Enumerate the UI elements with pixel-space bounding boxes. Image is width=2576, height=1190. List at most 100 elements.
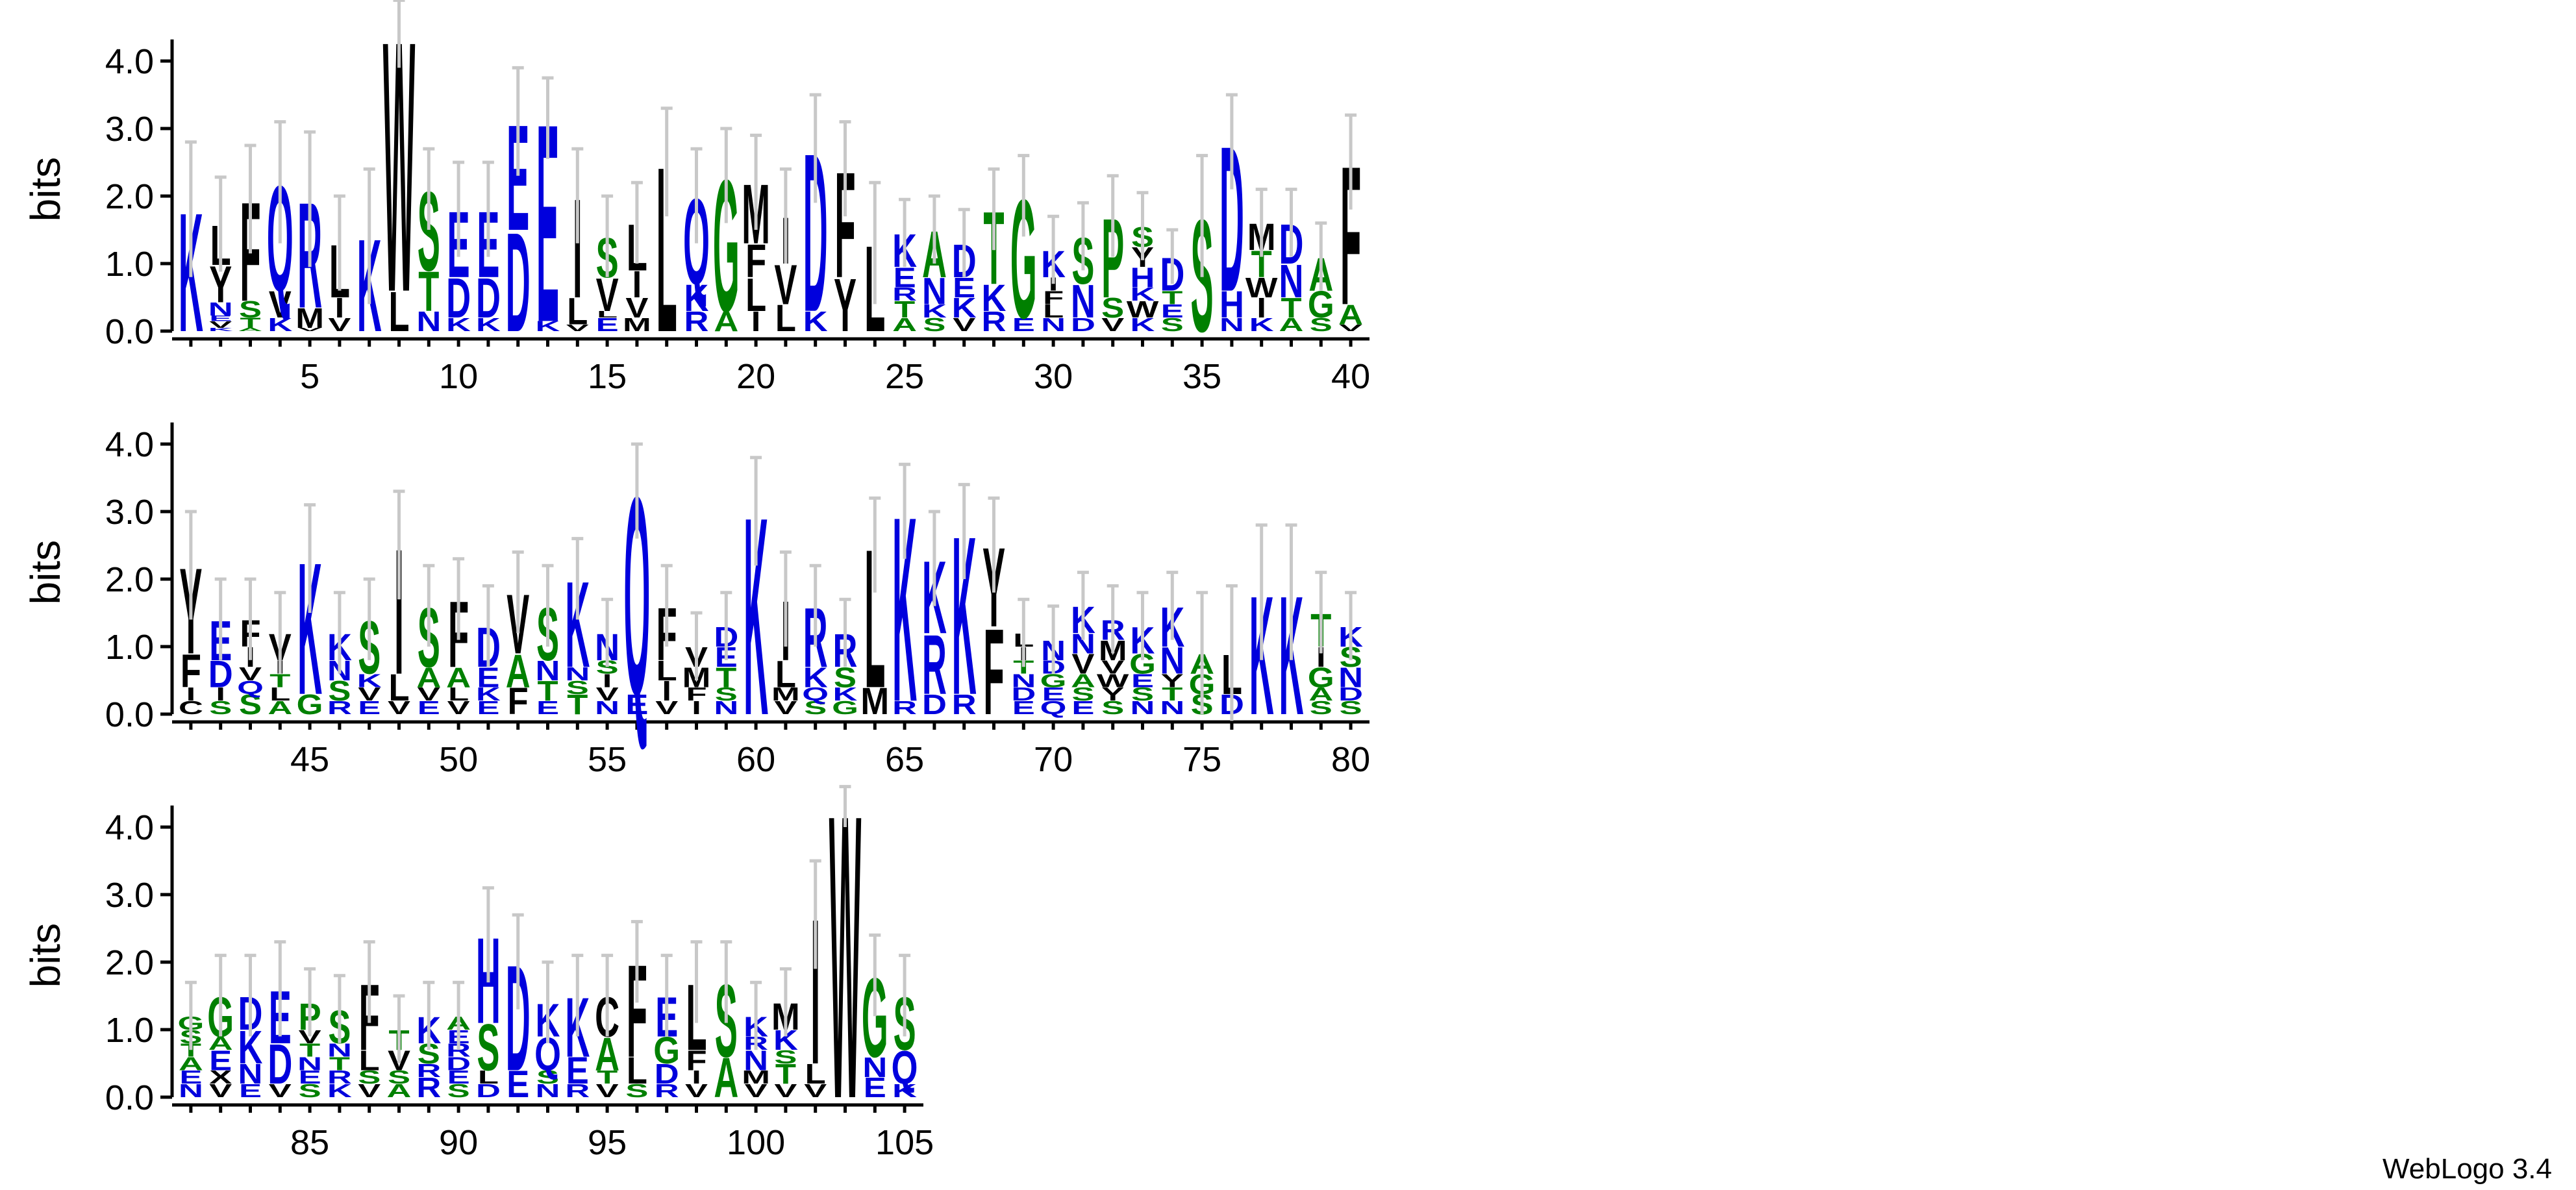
error-bar <box>453 160 465 257</box>
error-bar <box>571 954 584 1037</box>
residue-letter: T <box>240 315 261 330</box>
residue-letter: S <box>834 662 857 694</box>
position-stack: ML <box>860 496 889 730</box>
error-bar <box>660 954 673 1037</box>
residue-letter: D <box>446 267 471 330</box>
residue-letter: N <box>1279 256 1304 308</box>
error-bar <box>214 954 227 1037</box>
residue-letter: K <box>327 1080 352 1101</box>
residue-letter: S <box>566 677 589 698</box>
residue-letter: G <box>297 689 323 721</box>
residue-letter: D <box>655 1058 679 1090</box>
residue-letter: A <box>506 645 531 697</box>
y-tick-label: 3.0 <box>105 493 154 532</box>
residue-letter: K <box>536 318 560 334</box>
error-bar <box>660 564 673 647</box>
position-stack: ENG <box>862 933 888 1104</box>
residue-letter: N <box>416 306 441 338</box>
y-tick-label: 3.0 <box>105 876 154 915</box>
residue-letter: K <box>803 662 828 694</box>
residue-letter: N <box>922 270 947 312</box>
residue-letter: R <box>952 689 977 721</box>
residue-letter: S <box>328 675 351 707</box>
residue-letter: E <box>299 1067 321 1087</box>
error-bar <box>779 550 792 647</box>
residue-letter: I <box>394 512 404 712</box>
residue-letter: D <box>476 267 501 330</box>
residue-letter: Q <box>802 684 829 704</box>
residue-letter: V <box>209 319 232 330</box>
residue-letter: S <box>1131 684 1154 704</box>
residue-letter: N <box>1071 276 1095 328</box>
error-bar <box>1255 188 1268 257</box>
error-bar <box>274 120 286 243</box>
residue-letter: V <box>953 314 975 335</box>
error-bar <box>571 147 584 243</box>
position-stack: KDE <box>446 160 471 335</box>
x-tick-label: 60 <box>736 740 775 779</box>
residue-letter: N <box>297 1053 322 1074</box>
residue-letter: W <box>1097 670 1129 691</box>
y-tick-label: 2.0 <box>105 560 154 599</box>
error-bar <box>988 167 1000 251</box>
error-bar <box>1166 571 1179 640</box>
x-tick-label: 75 <box>1182 740 1221 779</box>
residue-letter: V <box>328 314 351 335</box>
residue-letter: V <box>447 697 470 718</box>
position-stack: VDE <box>268 940 292 1101</box>
residue-letter: V <box>239 663 262 684</box>
residue-letter: T <box>1281 292 1301 324</box>
x-tick-label: 70 <box>1034 740 1073 779</box>
error-bar <box>928 510 940 606</box>
residue-letter: L <box>269 684 290 704</box>
residue-letter: R <box>416 1060 441 1081</box>
error-bar <box>363 577 375 660</box>
residue-letter: V <box>358 1080 381 1101</box>
position-stack: L <box>864 180 885 358</box>
error-bar <box>1196 154 1208 277</box>
residue-letter: V <box>625 292 648 324</box>
residue-letter: A <box>714 1047 738 1109</box>
residue-letter: R <box>922 618 947 713</box>
x-tick-label: 55 <box>588 740 627 779</box>
position-stack: W <box>829 730 862 1184</box>
residue-letter: E <box>418 697 440 718</box>
position-stack: VMR <box>295 130 324 340</box>
residue-letter: L <box>805 1058 826 1090</box>
error-bar <box>542 960 554 1043</box>
position-stack: YF <box>834 120 857 348</box>
error-bar <box>720 940 732 1023</box>
residue-letter: I <box>1316 641 1326 673</box>
residue-letter: I <box>216 684 225 704</box>
residue-letter: L <box>1043 301 1064 321</box>
residue-letter: N <box>1160 639 1184 682</box>
residue-letter: L <box>597 309 618 319</box>
residue-letter: K <box>892 1080 917 1101</box>
residue-letter: E <box>1161 301 1184 321</box>
residue-letter: L <box>359 1045 380 1077</box>
residue-letter: S <box>1071 684 1094 704</box>
error-bar <box>1225 93 1238 190</box>
error-bar <box>542 564 554 647</box>
residue-letter: A <box>268 697 292 718</box>
residue-letter: I <box>662 675 671 707</box>
error-bar <box>423 564 435 647</box>
error-bar <box>839 785 851 827</box>
residue-letter: A <box>1338 299 1363 331</box>
residue-letter: E <box>358 697 381 718</box>
residue-letter: V <box>596 684 619 704</box>
error-bar <box>809 859 821 969</box>
residue-letter: V <box>596 269 619 321</box>
residue-letter: D <box>1338 684 1363 704</box>
error-bar <box>244 954 256 1037</box>
